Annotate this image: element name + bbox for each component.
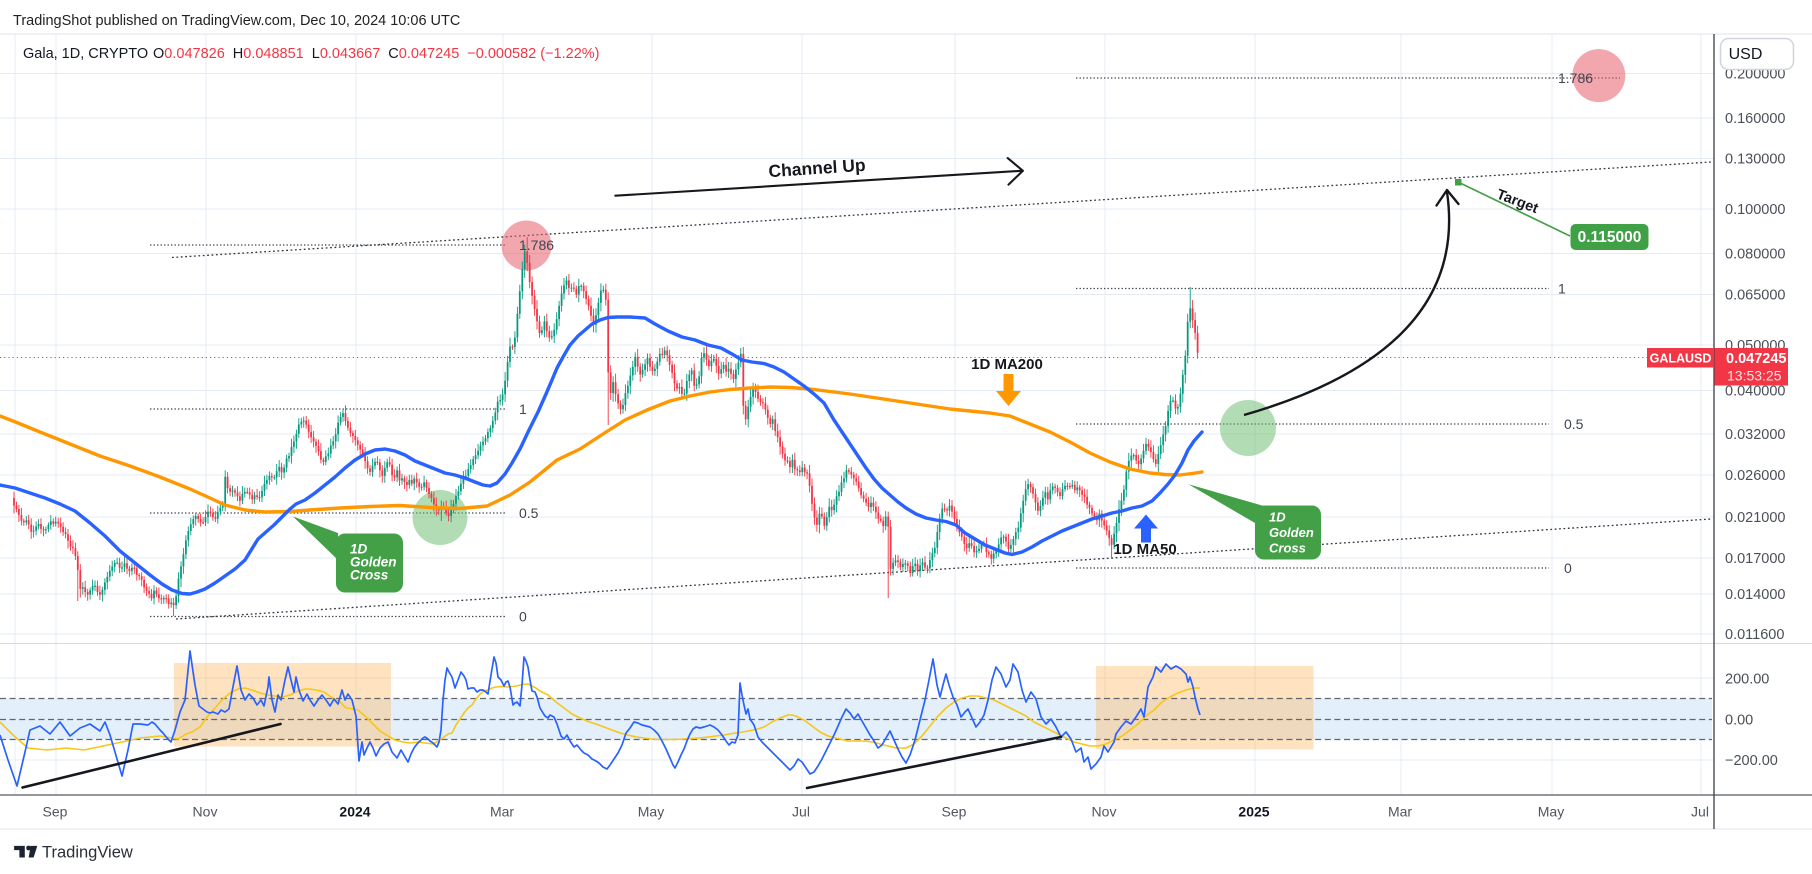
svg-text:1.786: 1.786 — [1558, 70, 1593, 86]
svg-text:0.047245: 0.047245 — [1726, 351, 1786, 367]
svg-text:0.100000: 0.100000 — [1725, 202, 1785, 218]
svg-text:0.017000: 0.017000 — [1725, 551, 1785, 567]
svg-text:Jul: Jul — [1691, 804, 1709, 820]
svg-text:0.065000: 0.065000 — [1725, 288, 1785, 304]
svg-text:0.200000: 0.200000 — [1725, 67, 1785, 83]
svg-text:TradingView: TradingView — [42, 844, 133, 862]
svg-text:2025: 2025 — [1238, 804, 1269, 820]
svg-text:Nov: Nov — [193, 804, 218, 820]
svg-text:May: May — [638, 804, 664, 820]
svg-text:0.040000: 0.040000 — [1725, 384, 1785, 400]
svg-text:Nov: Nov — [1092, 804, 1117, 820]
svg-text:0.160000: 0.160000 — [1725, 111, 1785, 127]
svg-text:0.026000: 0.026000 — [1725, 468, 1785, 484]
svg-text:0.115000: 0.115000 — [1578, 229, 1642, 246]
svg-text:0.032000: 0.032000 — [1725, 427, 1785, 443]
svg-text:0.080000: 0.080000 — [1725, 247, 1785, 263]
svg-text:0.5: 0.5 — [519, 505, 539, 521]
svg-text:13:53:25: 13:53:25 — [1727, 368, 1782, 384]
svg-text:0: 0 — [519, 609, 527, 625]
svg-text:2024: 2024 — [339, 804, 370, 820]
svg-text:Sep: Sep — [942, 804, 967, 820]
svg-text:0.130000: 0.130000 — [1725, 152, 1785, 168]
svg-text:1D MA200: 1D MA200 — [971, 356, 1043, 373]
svg-text:1: 1 — [519, 401, 527, 417]
svg-text:1D MA50: 1D MA50 — [1113, 541, 1176, 558]
svg-text:0.5: 0.5 — [1564, 416, 1584, 432]
svg-text:Jul: Jul — [792, 804, 810, 820]
svg-text:USD: USD — [1729, 46, 1763, 63]
svg-text:0.011600: 0.011600 — [1725, 627, 1784, 643]
svg-text:0: 0 — [1564, 560, 1572, 576]
svg-text:0.021000: 0.021000 — [1725, 510, 1785, 526]
svg-text:−200.00: −200.00 — [1725, 753, 1778, 769]
svg-text:Sep: Sep — [43, 804, 68, 820]
svg-text:1: 1 — [1558, 281, 1566, 297]
svg-text:GALAUSD: GALAUSD — [1650, 352, 1712, 366]
svg-text:0.014000: 0.014000 — [1725, 587, 1785, 603]
svg-text:200.00: 200.00 — [1725, 672, 1769, 688]
svg-text:Mar: Mar — [490, 804, 514, 820]
svg-text:0.00: 0.00 — [1725, 713, 1753, 729]
svg-text:Mar: Mar — [1388, 804, 1412, 820]
svg-text:Gala, 1D, CRYPTO: Gala, 1D, CRYPTO — [23, 46, 148, 62]
svg-text:May: May — [1538, 804, 1564, 820]
svg-text:TradingShot published on Tradi: TradingShot published on TradingView.com… — [13, 13, 460, 29]
svg-text:1.786: 1.786 — [519, 237, 554, 253]
